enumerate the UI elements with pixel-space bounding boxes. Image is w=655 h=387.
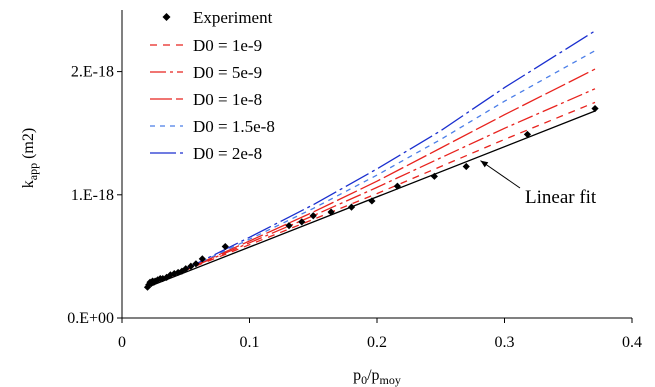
- experiment-point: [347, 203, 356, 211]
- experiment-point: [327, 208, 335, 216]
- series-line-1: [147, 101, 596, 287]
- experiment-point: [462, 162, 470, 171]
- series-line-2: [147, 88, 596, 287]
- legend-label-5: D0 = 2e-8: [193, 144, 262, 163]
- experiment-point: [393, 182, 401, 190]
- experiment-point: [309, 212, 317, 220]
- experiment-point: [147, 279, 155, 288]
- legend-label-4: D0 = 1.5e-8: [193, 117, 275, 136]
- experiment-point: [198, 255, 206, 263]
- experiment-point: [221, 242, 229, 251]
- experiment-point: [154, 276, 162, 284]
- series-line-4: [147, 50, 596, 287]
- annotation-arrow-line: [480, 160, 521, 189]
- axes: 0 0.1 0.2 0.3 0.40.E+001.E-182.E-18p0/pmoyka…: [20, 10, 642, 387]
- y-axis-label-part: k: [20, 180, 37, 188]
- x-tick-label: 0.3: [495, 334, 515, 351]
- legend: Experiment D0 = 1e-9 D0 = 5e-9 D0 = 1e-8 D0 …: [150, 8, 275, 163]
- experiment-point: [182, 265, 190, 273]
- legend-label-experiment: Experiment: [193, 8, 273, 27]
- y-axis-label-part: (m2): [20, 128, 37, 163]
- experiment-points: [143, 104, 599, 291]
- experiment-point: [523, 130, 532, 139]
- series-line-3: [147, 68, 596, 287]
- x-axis-label-part: /p: [367, 367, 379, 384]
- y-tick-label: 0.E+00: [67, 310, 114, 327]
- x-axis-label-part: p: [353, 367, 361, 384]
- x-tick-label: 0.4: [622, 334, 642, 351]
- experiment-point: [285, 222, 293, 230]
- experiment-point: [151, 277, 159, 285]
- y-axis-label: kapp (m2): [20, 128, 40, 188]
- x-axis-label-part: 0: [361, 373, 367, 387]
- y-axis-label-part: app: [26, 163, 40, 180]
- legend-label-3: D0 = 1e-8: [193, 90, 262, 109]
- experiment-point: [192, 260, 200, 268]
- experiment-point: [143, 283, 152, 291]
- x-tick-label: 0: [118, 334, 126, 351]
- annotation: Linear fit: [480, 160, 597, 208]
- legend-label-2: D0 = 5e-9: [193, 63, 262, 82]
- annotation-label: Linear fit: [525, 187, 597, 208]
- legend-label-1: D0 = 1e-9: [193, 36, 262, 55]
- x-axis-label-part: moy: [380, 373, 401, 387]
- x-tick-label: 0.1: [240, 334, 260, 351]
- experiment-point: [298, 218, 306, 226]
- annotation-arrow-head: [480, 160, 489, 168]
- experiment-point: [145, 281, 153, 289]
- x-tick-label: 0.2: [367, 334, 387, 351]
- y-tick-label: 2.E-18: [71, 64, 114, 81]
- x-axis-label: p0/pmoy: [353, 367, 401, 387]
- y-tick-label: 1.E-18: [71, 187, 114, 204]
- experiment-point: [170, 270, 178, 278]
- experiment-point: [368, 197, 376, 205]
- experiment-point: [430, 172, 438, 180]
- experiment-point: [187, 262, 195, 270]
- experiment-point: [591, 104, 599, 113]
- legend-marker-experiment: [162, 13, 171, 21]
